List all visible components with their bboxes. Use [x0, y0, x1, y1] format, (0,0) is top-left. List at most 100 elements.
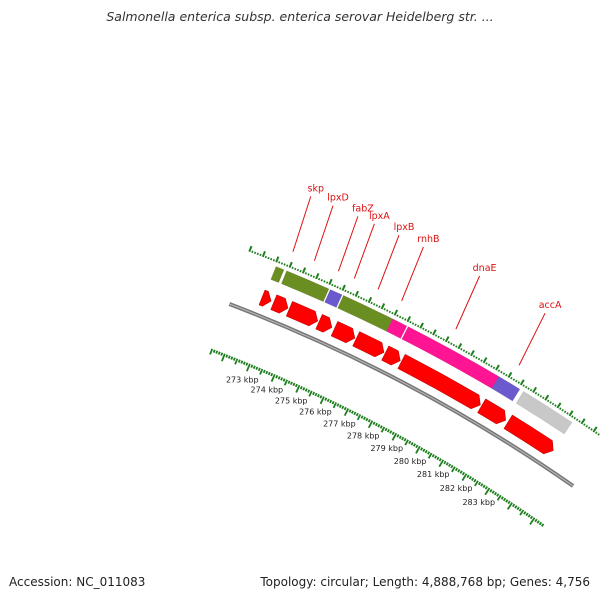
- inner-tick: [299, 386, 303, 390]
- inner-tick: [471, 477, 475, 481]
- outer-tick: [462, 349, 466, 352]
- inner-tick: [242, 361, 246, 365]
- outer-tick: [365, 299, 368, 302]
- inner-tick: [461, 471, 465, 476]
- inner-tick: [514, 505, 518, 509]
- outer-tick: [551, 402, 555, 406]
- outer-tick: [315, 272, 320, 280]
- gene-leader-line: [292, 196, 312, 252]
- outer-tick: [310, 274, 313, 277]
- outer-tick: [495, 364, 500, 371]
- feature-block: [401, 326, 500, 389]
- backbone-highlight: [229, 303, 574, 487]
- inner-tick: [326, 398, 330, 403]
- cds-arrow: [270, 294, 289, 314]
- outer-tick-ring: [248, 245, 600, 437]
- scale-label: 273 kbp: [226, 375, 259, 384]
- outer-tick: [439, 336, 443, 340]
- outer-tick: [344, 289, 347, 293]
- inner-tick: [484, 487, 491, 496]
- outer-tick: [323, 280, 326, 283]
- outer-tick: [251, 250, 254, 254]
- inner-tick: [459, 470, 463, 474]
- outer-tick: [522, 384, 525, 387]
- inner-tick: [523, 511, 527, 515]
- outer-tick: [512, 378, 516, 381]
- outer-tick: [416, 324, 420, 328]
- inner-tick: [319, 395, 323, 399]
- gene-leader-line: [337, 216, 359, 272]
- cds-arrow: [330, 321, 356, 344]
- inner-tick: [270, 372, 274, 377]
- outer-tick: [457, 342, 463, 350]
- inner-tick: [493, 491, 498, 496]
- inner-tick: [466, 474, 470, 479]
- outer-tick: [270, 257, 273, 261]
- feature-block: [386, 318, 408, 339]
- inner-tick: [282, 378, 286, 382]
- outer-tick: [354, 290, 359, 297]
- cds-arrow: [477, 398, 506, 425]
- inner-tick: [302, 387, 306, 391]
- inner-tick: [367, 420, 374, 429]
- outer-tick: [434, 334, 438, 337]
- inner-tick: [341, 405, 345, 410]
- inner-tick: [457, 469, 461, 473]
- outer-tick: [447, 341, 450, 344]
- inner-tick: [491, 490, 495, 494]
- outer-tick: [563, 410, 567, 414]
- outer-tick: [450, 342, 453, 345]
- inner-tick: [232, 357, 236, 361]
- outer-tick: [534, 391, 538, 395]
- inner-tick: [227, 355, 231, 359]
- inner-tick: [529, 517, 536, 525]
- inner-tick: [474, 480, 479, 487]
- inner-tick: [454, 467, 459, 472]
- inner-tick: [287, 380, 291, 384]
- gene-label: accA: [539, 300, 562, 311]
- outer-tick: [317, 277, 321, 281]
- gene-leader-line: [401, 246, 424, 302]
- outer-tick: [470, 350, 475, 357]
- inner-tick: [451, 466, 456, 473]
- outer-tick: [275, 256, 280, 263]
- outer-tick: [388, 310, 391, 314]
- inner-tick: [262, 369, 266, 374]
- outer-tick: [296, 268, 300, 272]
- inner-tick: [480, 483, 484, 487]
- outer-tick: [267, 256, 270, 260]
- outer-tick: [352, 293, 355, 296]
- feature-block: [324, 289, 343, 308]
- inner-tick: [283, 379, 288, 386]
- inner-tick: [338, 404, 342, 408]
- scale-label: 277 kbp: [323, 419, 356, 428]
- map-title: Salmonella enterica subsp. enterica sero…: [106, 9, 494, 24]
- inner-tick: [403, 438, 407, 442]
- inner-tick: [398, 435, 402, 439]
- inner-tick: [267, 371, 271, 376]
- scale-label: 276 kbp: [299, 408, 332, 417]
- inner-tick: [468, 476, 472, 480]
- outer-tick: [482, 357, 488, 364]
- inner-tick: [365, 417, 369, 422]
- inner-tick: [380, 426, 386, 433]
- outer-tick: [280, 262, 284, 265]
- outer-tick: [419, 322, 424, 329]
- inner-tick: [511, 503, 516, 508]
- inner-tick: [319, 396, 325, 405]
- inner-tick: [410, 441, 414, 446]
- inner-tick: [473, 478, 477, 483]
- outer-tick: [429, 331, 433, 335]
- outer-tick: [517, 381, 520, 384]
- inner-tick: [363, 416, 366, 421]
- inner-tick: [420, 447, 424, 451]
- outer-tick: [432, 329, 437, 336]
- outer-tick: [357, 295, 360, 299]
- outer-tick: [578, 420, 581, 423]
- outer-tick: [401, 317, 404, 320]
- inner-tick: [534, 518, 538, 523]
- scale-label: 278 kbp: [347, 431, 380, 440]
- inner-tick: [280, 377, 284, 381]
